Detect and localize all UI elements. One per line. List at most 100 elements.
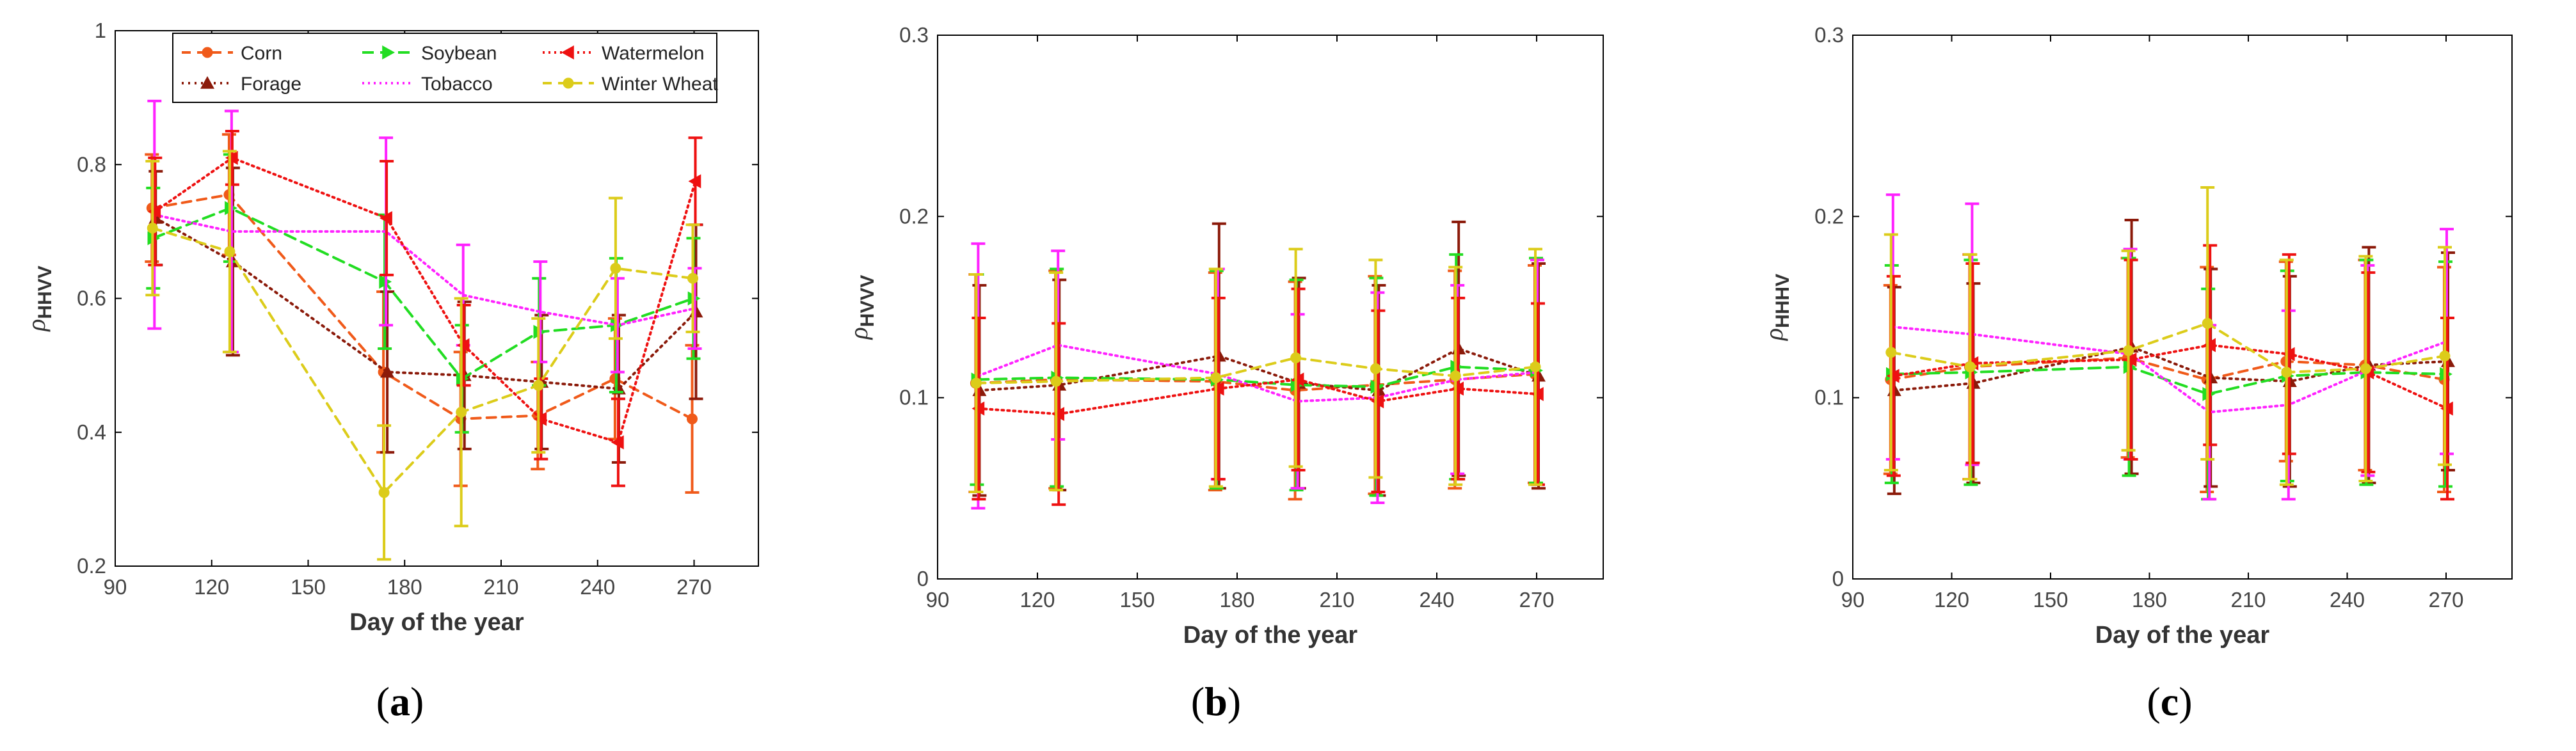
- x-tick-label-c: 90: [1841, 588, 1865, 612]
- panel-b: 90 120 150 180 210 240 270 0 0.1 0.2 0.3 Day of the…: [844, 0, 1715, 751]
- x-tick-label-b: 240: [1419, 588, 1454, 612]
- x-axis-label-b: Day of the year: [1183, 622, 1358, 649]
- y-tick-label-c: 0.2: [1814, 204, 1844, 228]
- x-tick-label-c: 270: [2428, 588, 2463, 612]
- data-point-watermelon-c: [2203, 338, 2216, 352]
- data-point-watermelon-c: [2124, 352, 2137, 367]
- y-tick-label-b: 0.3: [899, 23, 929, 47]
- data-point-watermelon-b: [1211, 381, 1224, 396]
- x-tick-label-c: 240: [2330, 588, 2365, 612]
- x-axis-label-c: Day of the year: [2095, 622, 2270, 649]
- legend-marker-winter-wheat: [563, 77, 574, 89]
- data-point-watermelon-b: [1052, 407, 1064, 422]
- plot-area-a: [115, 30, 759, 567]
- data-point-winter-wheat-a: [456, 406, 467, 418]
- chart-c: 90 120 150 180 210 240 270 0 0.1 0.2 0.3 Day of the…: [1759, 23, 2513, 649]
- x-tick-label-a: 180: [387, 575, 422, 599]
- data-point-winter-wheat-b: [970, 377, 982, 389]
- x-tick-label-a: 270: [676, 575, 712, 599]
- data-point-winter-wheat-a: [687, 273, 698, 284]
- series-tobacco-a: [147, 99, 702, 374]
- plot-area-b: [937, 35, 1604, 580]
- data-point-winter-wheat-c: [1885, 347, 1897, 358]
- y-tick-label-b: 0.1: [899, 386, 929, 409]
- data-point-watermelon-a: [688, 174, 701, 189]
- data-point-watermelon-a: [225, 150, 238, 165]
- data-point-winter-wheat-b: [1210, 372, 1222, 383]
- data-point-watermelon-c: [1886, 368, 1900, 383]
- plot-area-c: [1852, 35, 2513, 580]
- data-point-winter-wheat-b: [1370, 363, 1381, 374]
- caption-b-label: b: [1204, 679, 1228, 724]
- y-axis-label-b: ρHVVV: [844, 275, 878, 341]
- legend-marker-forage: [200, 76, 214, 89]
- data-point-winter-wheat-a: [610, 262, 621, 274]
- data-point-winter-wheat-a: [378, 487, 390, 498]
- legend-marker-soybean: [382, 45, 395, 59]
- y-axis-label-a: ρHHVV: [22, 265, 56, 333]
- data-point-winter-wheat-c: [2281, 367, 2292, 378]
- legend-label-watermelon: Watermelon: [602, 43, 705, 64]
- series-watermelon-b: [972, 287, 1545, 506]
- x-tick-label-a: 210: [483, 575, 518, 599]
- data-point-winter-wheat-a: [532, 380, 544, 391]
- data-point-winter-wheat-b: [1290, 352, 1302, 363]
- data-point-winter-wheat-b: [1530, 361, 1541, 372]
- caption-a-label: a: [390, 679, 410, 724]
- x-tick-label-a: 120: [194, 575, 229, 599]
- x-tick-label-b: 210: [1319, 588, 1354, 612]
- data-point-winter-wheat-b: [1050, 376, 1062, 387]
- caption-c: (c): [2147, 679, 2193, 724]
- x-tick-label-c: 210: [2230, 588, 2266, 612]
- y-axis-subscript-a: HHVV: [35, 265, 56, 319]
- x-axis-label-a: Day of the year: [349, 609, 524, 636]
- data-point-winter-wheat-c: [2360, 363, 2371, 374]
- x-tick-label-a: 150: [291, 575, 326, 599]
- x-tick-label-c: 180: [2132, 588, 2167, 612]
- legend-marker-corn: [202, 47, 213, 58]
- x-tick-label-a: 90: [104, 575, 127, 599]
- data-point-watermelon-b: [1371, 394, 1384, 409]
- data-point-watermelon-a: [148, 204, 161, 219]
- series-line-tobacco-a: [153, 213, 696, 327]
- data-point-watermelon-b: [1451, 381, 1464, 396]
- y-axis-rho-c: ρ: [1759, 328, 1788, 342]
- x-tick-label-a: 240: [580, 575, 615, 599]
- data-point-corn-a: [687, 413, 698, 425]
- x-tick-label-c: 150: [2033, 588, 2068, 612]
- data-point-watermelon-a: [456, 338, 470, 352]
- y-axis-subscript-b: HVVV: [857, 275, 878, 328]
- panel-c: 90 120 150 180 210 240 270 0 0.1 0.2 0.3 Day of the…: [1715, 0, 2576, 751]
- y-tick-label-a: 0.4: [77, 420, 106, 444]
- y-tick-label-c: 0.1: [1814, 386, 1844, 409]
- y-tick-label-b: 0.2: [899, 204, 929, 228]
- chart-a: 90 120 150 180 210 240 270 0.2 0.4 0.6 0.8 1 Day of …: [22, 19, 759, 636]
- x-tick-label-c: 120: [1934, 588, 1969, 612]
- data-point-winter-wheat-c: [2202, 318, 2213, 329]
- data-point-watermelon-b: [972, 401, 985, 416]
- series-winter-wheat-b: [969, 248, 1542, 493]
- data-point-forage-a: [380, 365, 395, 378]
- y-tick-label-a: 0.8: [77, 152, 106, 176]
- y-axis-rho-a: ρ: [22, 319, 51, 333]
- data-point-watermelon-c: [2282, 347, 2295, 361]
- y-tick-label-b: 0: [917, 567, 929, 590]
- data-point-watermelon-c: [2440, 401, 2453, 416]
- legend-box: [172, 33, 717, 103]
- legend-label-soybean: Soybean: [421, 43, 497, 64]
- data-point-watermelon-a: [611, 435, 624, 450]
- y-tick-label-a: 1: [95, 19, 106, 42]
- y-axis-label-c: ρHHHV: [1759, 274, 1793, 342]
- y-tick-label-c: 0.3: [1814, 23, 1844, 47]
- data-point-winter-wheat-a: [147, 223, 158, 234]
- caption-c-label: c: [2160, 679, 2179, 724]
- data-point-winter-wheat-c: [2123, 345, 2134, 356]
- data-point-winter-wheat-b: [1450, 370, 1461, 382]
- x-tick-label-b: 270: [1519, 588, 1554, 612]
- legend-label-winter-wheat: Winter Wheat: [602, 74, 718, 95]
- legend-label-corn: Corn: [241, 43, 282, 64]
- y-tick-label-a: 0.6: [77, 287, 106, 310]
- data-point-winter-wheat-c: [1964, 361, 1976, 372]
- x-tick-label-b: 150: [1119, 588, 1155, 612]
